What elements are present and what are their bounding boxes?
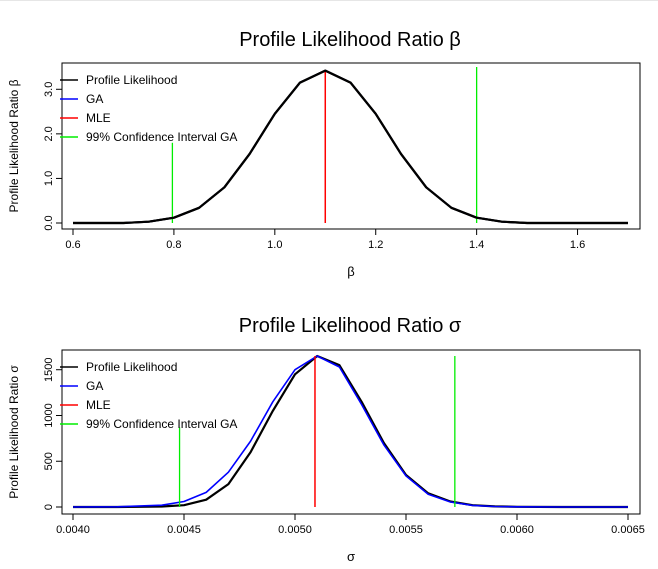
series-line-ga — [73, 69, 628, 224]
chart-panel-2: Profile Likelihood Ratio σ 0.0040 0.0045 0.… — [7, 315, 645, 564]
x-tick-label: 0.8 — [166, 239, 181, 251]
legend: Profile Likelihood GA MLE 99% Confidence In… — [60, 360, 237, 431]
top-divider — [0, 0, 658, 1]
x-tick-label: 0.0045 — [167, 524, 201, 536]
chart-panel-1: Profile Likelihood Ratio β 0.6 0.8 1.0 1.2 1.… — [7, 29, 641, 279]
y-tick-label: 0.0 — [43, 215, 55, 230]
plot-frame — [61, 349, 641, 515]
legend-label: 99% Confidence Interval GA — [86, 130, 237, 144]
x-tick-label: 0.0050 — [278, 524, 312, 536]
chart-title: Profile Likelihood Ratio σ — [239, 315, 462, 337]
y-tick-label: 500 — [43, 452, 55, 470]
legend-label: MLE — [86, 111, 111, 125]
x-tick-label: 0.6 — [65, 239, 80, 251]
legend-label: MLE — [86, 398, 111, 412]
x-axis-label: β — [347, 264, 354, 279]
x-axis-label: σ — [347, 549, 355, 564]
x-tick-label: 1.4 — [469, 239, 484, 251]
legend: Profile Likelihood GA MLE 99% Confidence In… — [60, 73, 237, 144]
legend-label: GA — [86, 92, 103, 106]
legend-label: GA — [86, 379, 103, 393]
plot-frame — [61, 62, 641, 230]
x-tick-label: 0.0060 — [500, 524, 534, 536]
series-line-profile-likelihood — [73, 354, 628, 509]
legend-label: 99% Confidence Interval GA — [86, 417, 237, 431]
y-tick-label: 1.0 — [43, 171, 55, 186]
x-tick-label: 1.6 — [570, 239, 585, 251]
y-tick-label: 3.0 — [43, 82, 55, 97]
legend-label: Profile Likelihood — [86, 73, 177, 87]
x-tick-label: 0.0040 — [56, 524, 90, 536]
y-axis-label: Profile Likelihood Ratio β — [7, 79, 21, 212]
y-tick-label: 1000 — [43, 403, 55, 427]
x-tick-label: 0.0065 — [611, 524, 645, 536]
series-line-ga — [72, 355, 628, 508]
x-tick-label: 0.0055 — [389, 524, 423, 536]
y-tick-label: 0 — [43, 504, 55, 510]
series-line-profile-likelihood — [73, 69, 628, 225]
series-line-profile-likelihood-top — [73, 69, 628, 225]
y-tick-label: 1500 — [43, 357, 55, 381]
x-tick-label: 1.2 — [368, 239, 383, 251]
x-tick-label: 1.0 — [267, 239, 282, 251]
chart-title: Profile Likelihood Ratio β — [239, 29, 461, 51]
y-tick-label: 2.0 — [43, 126, 55, 141]
y-axis-label: Profile Likelihood Ratio σ — [7, 365, 21, 499]
legend-label: Profile Likelihood — [86, 360, 177, 374]
